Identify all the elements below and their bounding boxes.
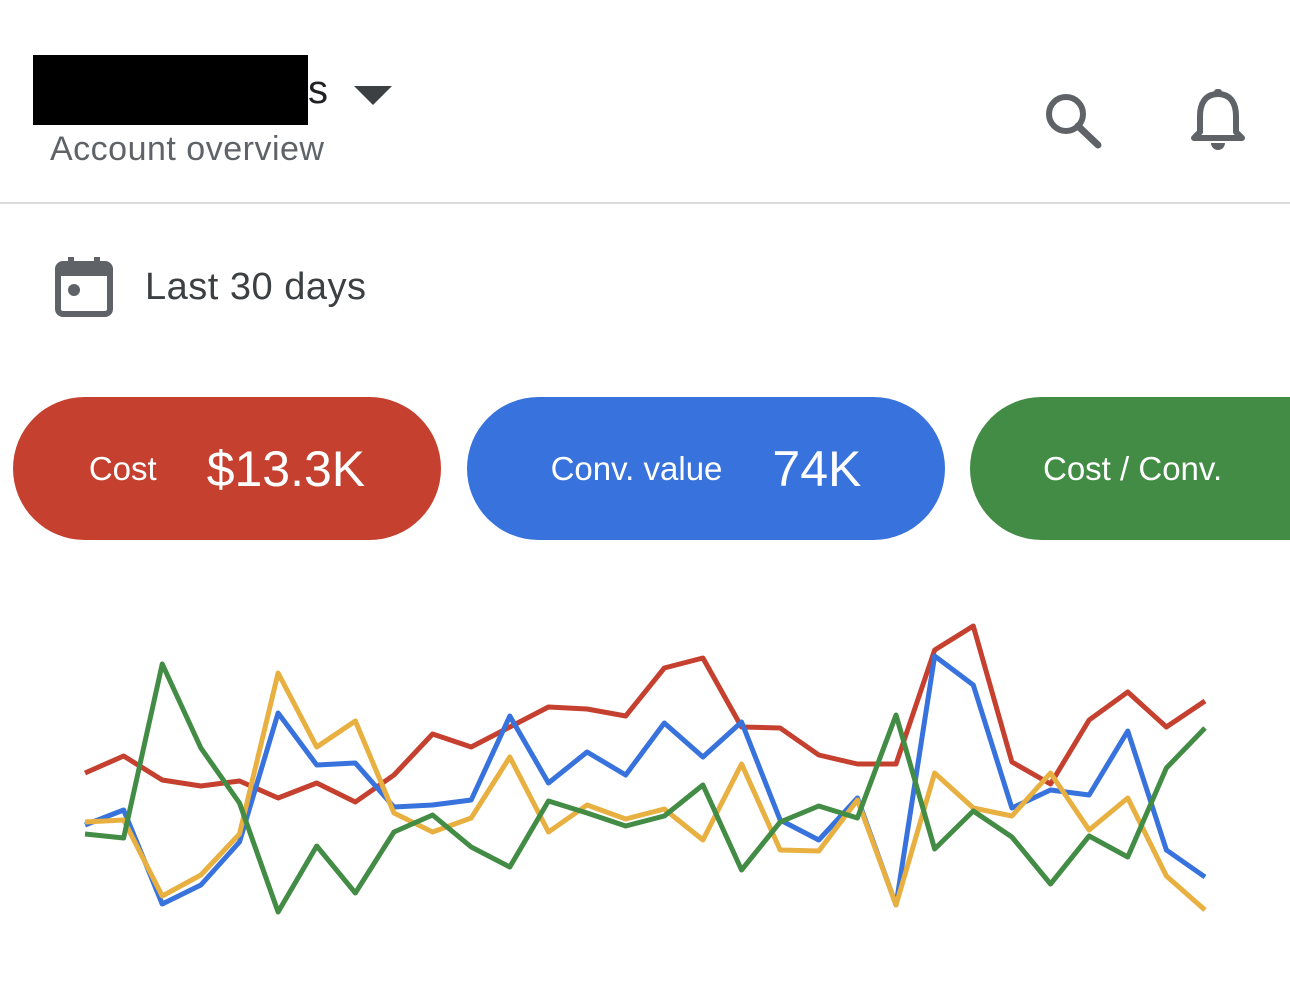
- bell-icon[interactable]: [1188, 88, 1248, 159]
- series-line-2: [84, 670, 1207, 912]
- metric-label: Cost / Conv.: [1043, 449, 1223, 487]
- dropdown-caret-icon[interactable]: [354, 86, 392, 105]
- metric-label: Cost: [88, 449, 157, 487]
- calendar-icon[interactable]: [55, 257, 113, 322]
- date-range-label[interactable]: Last 30 days: [145, 266, 367, 308]
- series-line-0: [83, 623, 1207, 805]
- metric-value: 74K: [772, 440, 862, 497]
- metric-chip-cost[interactable]: Cost $13.3K: [13, 397, 441, 540]
- header-divider: [0, 202, 1290, 204]
- page-subtitle: Account overview: [50, 130, 325, 168]
- account-name[interactable]: s: [308, 68, 328, 112]
- metric-chip-cost-per-conv[interactable]: Cost / Conv.: [970, 397, 1290, 540]
- metric-value: $13.3K: [206, 440, 366, 497]
- redacted-account-name: [33, 55, 308, 125]
- metric-label: Conv. value: [550, 449, 723, 487]
- series-line-3: [84, 661, 1207, 915]
- metric-chip-conv-value[interactable]: Conv. value 74K: [467, 397, 945, 540]
- search-icon[interactable]: [1040, 88, 1106, 159]
- series-line-1: [84, 653, 1207, 908]
